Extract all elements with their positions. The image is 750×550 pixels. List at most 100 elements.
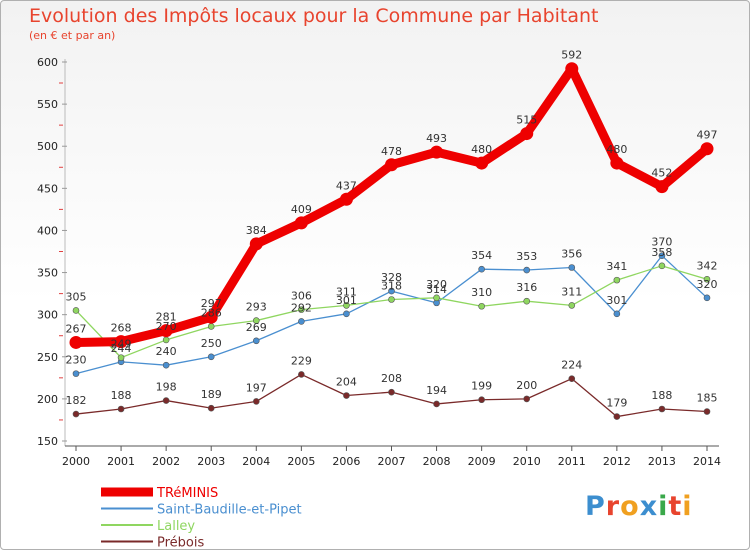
data-label: 229 [291,354,312,367]
data-label: 354 [471,249,492,262]
data-label: 286 [201,306,222,319]
y-tick-label: 550 [37,98,58,111]
y-tick-label: 250 [37,351,58,364]
legend-label: TRéMINIS [156,486,218,501]
data-label: 311 [336,285,357,298]
data-point [388,287,395,295]
data-label: 244 [111,342,132,355]
data-label: 199 [471,380,492,393]
series-layer [69,62,714,420]
data-point [298,306,305,313]
data-label: 341 [606,260,627,273]
logo-letter: t [668,491,683,522]
data-label: 301 [336,294,357,307]
data-label: 320 [697,278,718,291]
data-point [117,405,125,413]
data-label: 356 [561,248,582,261]
x-tick-label: 2009 [468,455,496,468]
data-label: 230 [66,354,87,367]
proxiti-logo: Proxiti [585,491,693,522]
data-label: 370 [651,236,672,249]
data-label: 305 [66,290,87,303]
data-label: 208 [381,372,402,385]
data-label: 310 [471,286,492,299]
y-tick-label: 600 [37,56,58,69]
data-point [252,398,260,405]
data-label: 328 [381,271,402,284]
data-label: 270 [156,320,177,333]
data-label: 293 [246,301,267,314]
data-point [658,405,666,413]
series-0 [69,62,714,349]
data-point [610,156,624,170]
data-point [703,275,711,283]
data-point [658,262,666,270]
y-tick-label: 500 [37,140,58,153]
x-tick-label: 2006 [332,455,360,468]
data-point [655,180,669,194]
series-3 [72,371,711,420]
data-label: 224 [561,359,582,372]
x-tick-label: 2012 [603,455,631,468]
data-label: 478 [381,145,402,158]
x-tick-label: 2013 [648,455,676,468]
data-point [72,370,80,377]
data-label: 452 [651,167,672,180]
data-point [568,302,576,309]
x-tick-label: 2008 [423,455,451,468]
data-label: 182 [66,394,87,407]
data-label: 409 [291,203,312,216]
data-label: 194 [426,384,447,397]
data-label: 267 [66,322,87,335]
data-point [162,336,170,344]
data-label: 240 [156,345,177,358]
data-point [252,317,260,324]
data-point [69,335,83,349]
data-point [204,310,218,324]
data-label: 249 [111,338,132,351]
x-tick-label: 2003 [197,455,225,468]
data-point [703,408,711,415]
data-label: 281 [156,311,177,324]
data-point [433,400,440,408]
series-1 [72,252,711,377]
logo-letter: o [620,491,640,522]
data-point [385,158,398,172]
data-label: 480 [606,143,627,156]
data-label: 493 [426,132,447,145]
data-label: 188 [651,389,672,402]
data-point [568,264,576,271]
data-label: 185 [697,392,718,405]
data-point [162,361,170,369]
data-point [343,392,350,399]
y-tick-label: 300 [37,309,58,322]
data-point [478,265,485,273]
data-point [523,297,531,305]
data-label: 189 [201,388,222,401]
x-tick-label: 2011 [558,455,586,468]
data-point [703,294,711,302]
data-label: 198 [156,381,177,394]
x-tick-label: 2005 [287,455,315,468]
data-point [294,216,308,230]
data-point [159,324,173,338]
y-tick-label: 150 [37,435,58,448]
x-tick-label: 2001 [107,455,135,468]
data-point [433,294,440,302]
data-point [430,145,444,159]
data-label: 268 [111,322,132,335]
data-point [478,396,485,404]
data-point [162,397,170,404]
x-tick-label: 2010 [513,455,541,468]
data-label: 311 [561,285,582,298]
data-point [207,353,215,361]
y-tick-label: 450 [37,182,58,195]
x-tick-label: 2004 [242,455,270,468]
data-label: 497 [697,129,718,142]
data-label: 592 [561,49,582,62]
data-point [117,354,125,361]
data-label: 320 [426,278,447,291]
